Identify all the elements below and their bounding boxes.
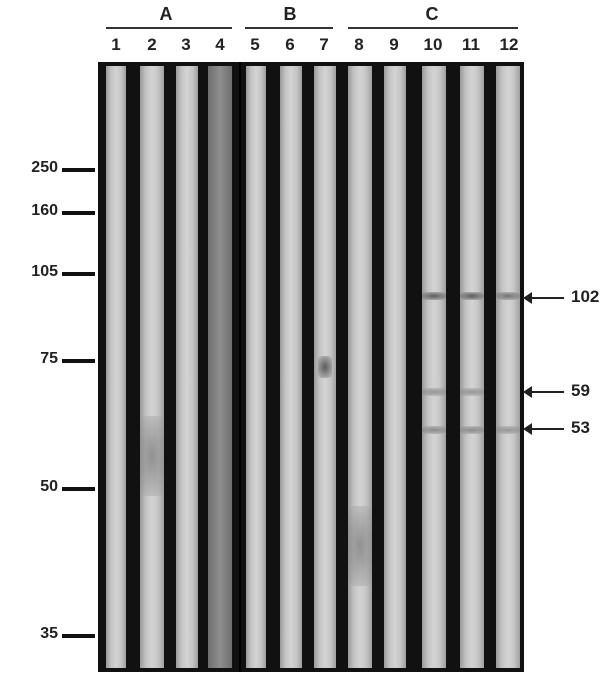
marker-label-250: 250 [31,159,58,176]
group-rule-c [348,27,518,29]
lane-label-4: 4 [215,35,225,54]
lane-12-band-53 [496,426,520,434]
lane-10-band-59 [422,388,446,396]
lane-label-3: 3 [181,35,191,54]
arrow-53 [523,423,564,435]
lane-10-band-102 [422,292,446,300]
lane-8-smear [348,506,372,586]
group-label-c: C [425,4,439,24]
group-label-b: B [283,4,297,24]
arrow-102 [523,292,564,304]
marker-tick-250 [62,168,95,172]
band-label-59: 59 [571,381,590,400]
lane-7-spot [318,356,332,378]
group-rule-b [245,27,333,29]
lane-8 [348,66,372,668]
lane-7 [314,66,336,668]
band-label-53: 53 [571,418,590,437]
arrow-59 [523,386,564,398]
marker-label-160: 160 [31,202,58,219]
lane-1 [106,66,126,668]
lane-label-11: 11 [462,35,480,54]
marker-tick-75 [62,359,95,363]
group-label-a: A [159,4,173,24]
lane-2 [140,66,164,668]
lane-2-smear [140,416,164,496]
marker-tick-105 [62,272,95,276]
lane-10 [422,66,446,668]
lane-label-1: 1 [111,35,121,54]
lane-11-band-53 [460,426,484,434]
lane-11-band-59 [460,388,484,396]
lane-label-9: 9 [389,35,399,54]
band-label-102: 102 [571,287,600,306]
blot-panel [98,62,524,672]
lane-12 [496,66,520,668]
marker-tick-35 [62,634,95,638]
lane-11-band-102 [460,292,484,300]
group-rule-a [106,27,232,29]
lane-10-band-53 [422,426,446,434]
lane-6 [280,66,302,668]
marker-tick-160 [62,211,95,215]
lane-label-8: 8 [354,35,364,54]
lane-label-7: 7 [319,35,329,54]
lane-label-12: 12 [499,35,519,54]
lane-label-10: 10 [423,35,443,54]
lane-3 [176,66,198,668]
marker-label-105: 105 [31,263,58,280]
lane-label-5: 5 [250,35,260,54]
group-separator-ab [239,62,241,672]
marker-label-75: 75 [40,350,58,367]
marker-label-35: 35 [40,625,58,642]
marker-tick-50 [62,487,95,491]
lane-9 [384,66,406,668]
lane-label-6: 6 [285,35,295,54]
lane-11 [460,66,484,668]
lane-4 [208,66,232,668]
lane-label-2: 2 [147,35,157,54]
lane-5 [246,66,266,668]
marker-label-50: 50 [40,478,58,495]
lane-12-band-102 [496,292,520,300]
